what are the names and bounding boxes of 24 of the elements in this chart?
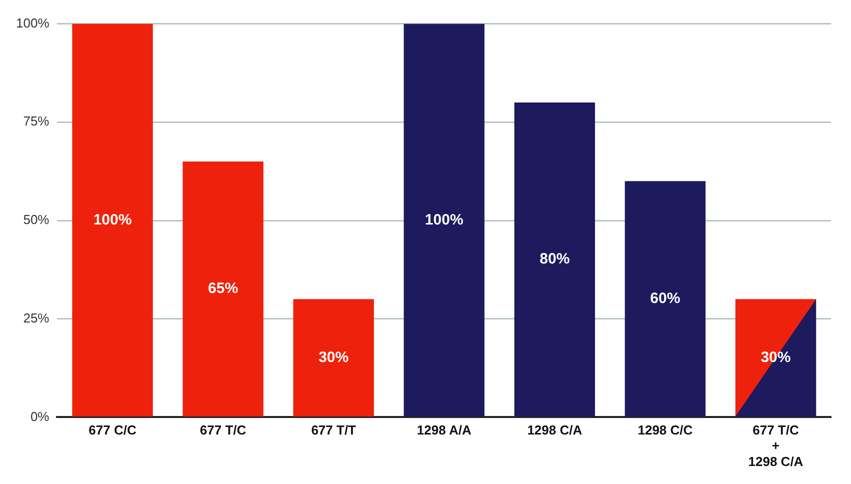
bar xyxy=(72,24,153,416)
data-label: 60% xyxy=(650,290,680,307)
x-tick-label: 677 C/C xyxy=(88,422,137,438)
x-tick-label: 1298 A/A xyxy=(416,422,472,438)
x-tick-label: 677 T/C xyxy=(200,422,247,438)
data-label: 100% xyxy=(424,211,464,228)
data-label: 65% xyxy=(208,280,238,298)
data-label: 80% xyxy=(540,250,570,268)
x-tick-label: 1298 C/A xyxy=(527,422,583,438)
bar xyxy=(514,102,596,416)
x-tick-label: 677 T/T xyxy=(311,422,356,438)
y-tick-label: 50% xyxy=(23,212,50,228)
y-tick-label: 0% xyxy=(30,408,50,424)
x-tick-label: 1298 C/C xyxy=(638,422,694,438)
data-label: 30% xyxy=(318,348,349,366)
bar xyxy=(404,24,484,416)
data-label: 100% xyxy=(93,211,132,228)
y-tick-label: 25% xyxy=(23,310,50,326)
bar xyxy=(624,181,706,416)
y-tick-label: 100% xyxy=(16,15,50,30)
y-tick-label: 75% xyxy=(23,114,50,129)
bar xyxy=(293,299,374,416)
bar xyxy=(182,161,264,416)
x-tick-label: 677 T/C + 1298 C/A xyxy=(748,422,804,469)
